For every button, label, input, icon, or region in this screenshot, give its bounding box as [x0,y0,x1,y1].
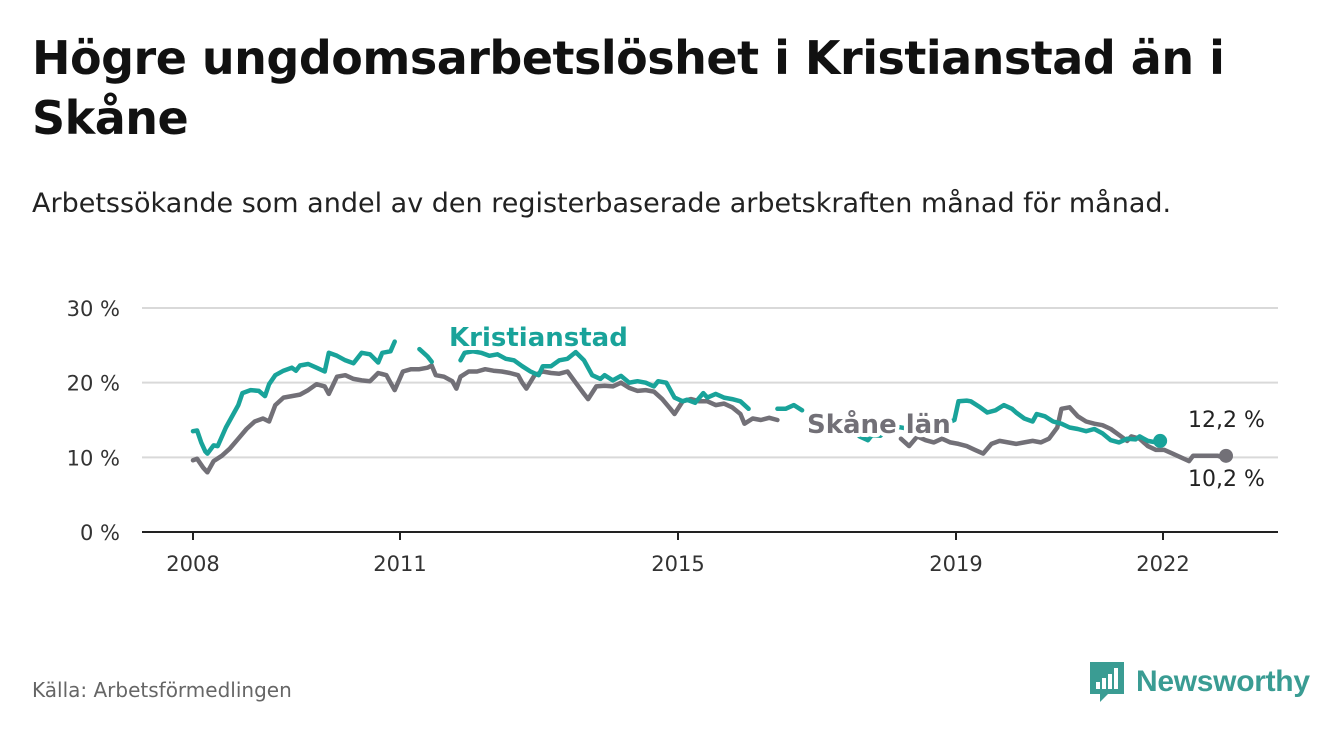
series-skane-line [190,363,780,475]
y-tick-label: 20 % [67,372,120,396]
x-tick-label: 2008 [166,552,219,576]
chart-subtitle: Arbetssökande som andel av den registerb… [32,188,1172,219]
newsworthy-logo-icon [1090,662,1124,702]
source-note: Källa: Arbetsförmedlingen [32,678,292,702]
y-tick-label: 10 % [67,446,120,470]
series-kristianstad-line [417,346,434,365]
kristianstad-end-marker [1153,433,1168,448]
series-kristianstad-line [845,398,1163,445]
y-tick-label: 0 % [80,521,120,545]
series-kristianstad-line [775,402,805,413]
skane-end-marker [1219,448,1233,463]
series-kristianstad-line [190,339,397,456]
kristianstad-series-label: Kristianstad [449,323,628,353]
x-tick-label: 2019 [929,552,982,576]
y-tick-label: 30 % [67,297,120,321]
kristianstad-end-label: 12,2 % [1188,408,1265,433]
x-tick-label: 2015 [651,552,704,576]
x-tick-label: 2011 [373,552,426,576]
series-skane-line [898,405,1229,464]
skane-end-label: 10,2 % [1188,467,1265,492]
brand-logo: Newsworthy [1088,660,1310,704]
chart-title: Högre ungdomsarbetslöshet i Kristianstad… [32,31,1225,145]
x-tick-label: 2022 [1136,552,1189,576]
line-chart: 0 % 10 % 20 % 30 % 2008 2011 2015 2019 2022 12,2 … [67,297,1278,576]
series-kristianstad-line [458,349,751,412]
brand-name: Newsworthy [1136,665,1310,698]
skane-series-label: Skåne län [807,408,951,440]
